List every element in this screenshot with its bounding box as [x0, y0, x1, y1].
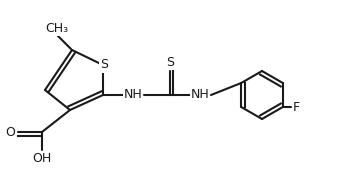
Text: NH: NH: [124, 88, 142, 101]
Text: NH: NH: [191, 88, 209, 101]
Text: OH: OH: [32, 151, 52, 164]
Text: CH₃: CH₃: [46, 22, 69, 35]
Text: F: F: [293, 101, 300, 114]
Text: S: S: [100, 59, 108, 72]
Text: O: O: [5, 125, 15, 138]
Text: S: S: [166, 56, 174, 69]
